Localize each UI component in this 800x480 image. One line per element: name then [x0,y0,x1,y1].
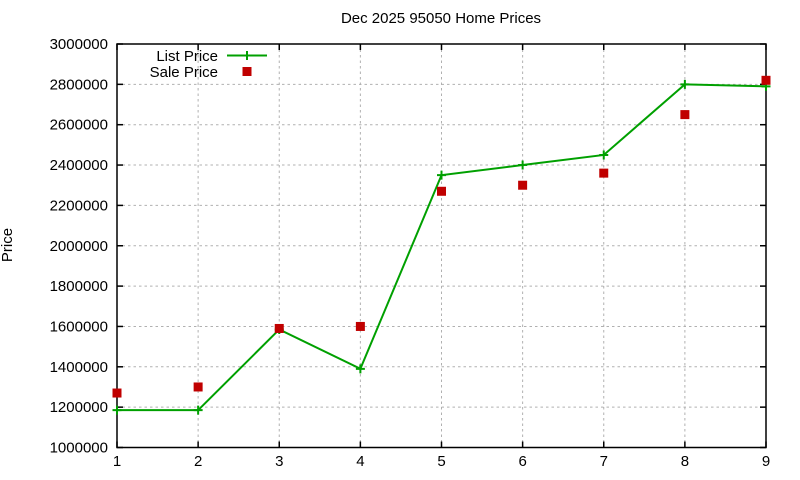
list-price-marker [355,364,365,374]
y-tick-label: 2200000 [50,197,108,214]
y-tick-label: 1800000 [50,278,108,295]
list-price-marker [599,150,609,160]
x-tick-label: 4 [356,453,364,470]
sale-price-marker [193,382,203,392]
y-tick-label: 2400000 [50,157,108,174]
grid-layer [116,43,767,448]
x-tick-label: 1 [113,453,121,470]
plot-border [116,43,767,449]
y-tick-label: 1000000 [50,440,108,457]
x-tick-label: 7 [600,453,608,470]
sale-price-marker [437,186,446,196]
y-tick-label: 1200000 [50,399,108,416]
sale-price-marker [680,110,690,120]
y-tick-label: 1600000 [50,318,108,335]
y-tick-label: 2800000 [50,76,108,93]
y-tick-label: 2000000 [50,238,108,255]
y-tick-label: 3000000 [50,36,108,53]
x-tick-label: 8 [681,453,689,470]
axis-layer: 1000000 1200000 1400000 1600000 1800000 20000… [50,36,771,470]
x-tick-label: 5 [437,453,445,470]
legend-label-list-price: List Price [156,48,218,65]
sale-price-marker [355,321,365,331]
y-axis-label: Price [0,228,16,262]
sale-price-marker [518,180,528,190]
y-tick-label: 1400000 [50,359,108,376]
sale-price-marker [274,323,284,333]
sale-price-marker [599,168,609,178]
x-tick-label: 6 [518,453,526,470]
sale-price-marker [112,388,122,398]
legend-plus-marker [242,51,252,60]
sale-price-marker [761,75,771,85]
list-price-marker [518,160,528,170]
list-price-marker [112,405,122,415]
x-tick-label: 3 [275,453,283,470]
list-price-marker [437,170,446,180]
legend-label-sale-price: Sale Price [150,64,218,81]
y-tick-label: 2600000 [50,117,108,134]
chart-title: Dec 2025 95050 Home Prices [341,10,541,27]
series-layer [112,75,771,415]
list-price-marker [680,79,690,89]
legend-square-marker [242,67,252,76]
x-tick-label: 2 [194,453,202,470]
x-tick-label: 9 [762,453,770,470]
list-price-marker [193,405,203,415]
